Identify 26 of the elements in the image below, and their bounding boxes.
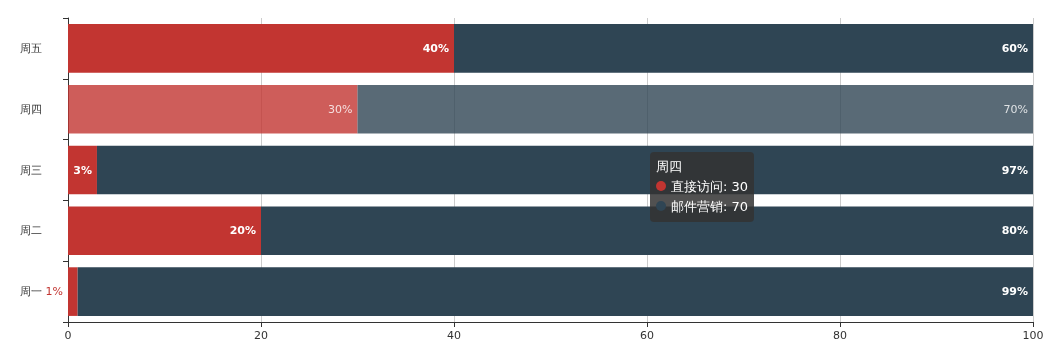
data-label: 1%: [45, 285, 63, 299]
data-label: 60%: [1001, 41, 1028, 55]
data-label: 3%: [73, 163, 92, 177]
x-tick-label: 0: [64, 329, 72, 342]
y-tick-label: 周四: [20, 102, 42, 116]
data-label: 20%: [229, 224, 256, 238]
y-tick-label: 周五: [20, 41, 42, 55]
x-tick-label: 20: [254, 329, 268, 342]
data-label: 97%: [1001, 163, 1028, 177]
x-tick-label: 80: [833, 329, 847, 342]
legend-label: 直接访问: [671, 179, 723, 194]
data-label: 40%: [422, 41, 449, 55]
x-tick-label: 40: [447, 329, 461, 342]
annotation: : 30: [723, 179, 749, 194]
data-label: 30%: [328, 102, 353, 116]
data-label: 99%: [1001, 285, 1028, 299]
data-label: 80%: [1001, 224, 1028, 238]
annotation: : 70: [723, 199, 749, 214]
y-tick-label: 周二: [20, 224, 42, 238]
x-tick-label: 60: [640, 329, 654, 342]
legend-label: 邮件营销: [671, 199, 723, 214]
data-label: 70%: [1003, 102, 1028, 116]
y-tick-label: 周三: [20, 163, 42, 177]
y-tick-label: 周一: [20, 285, 42, 299]
annotation: 周四: [656, 158, 683, 176]
x-tick-label: 100: [1022, 329, 1044, 342]
